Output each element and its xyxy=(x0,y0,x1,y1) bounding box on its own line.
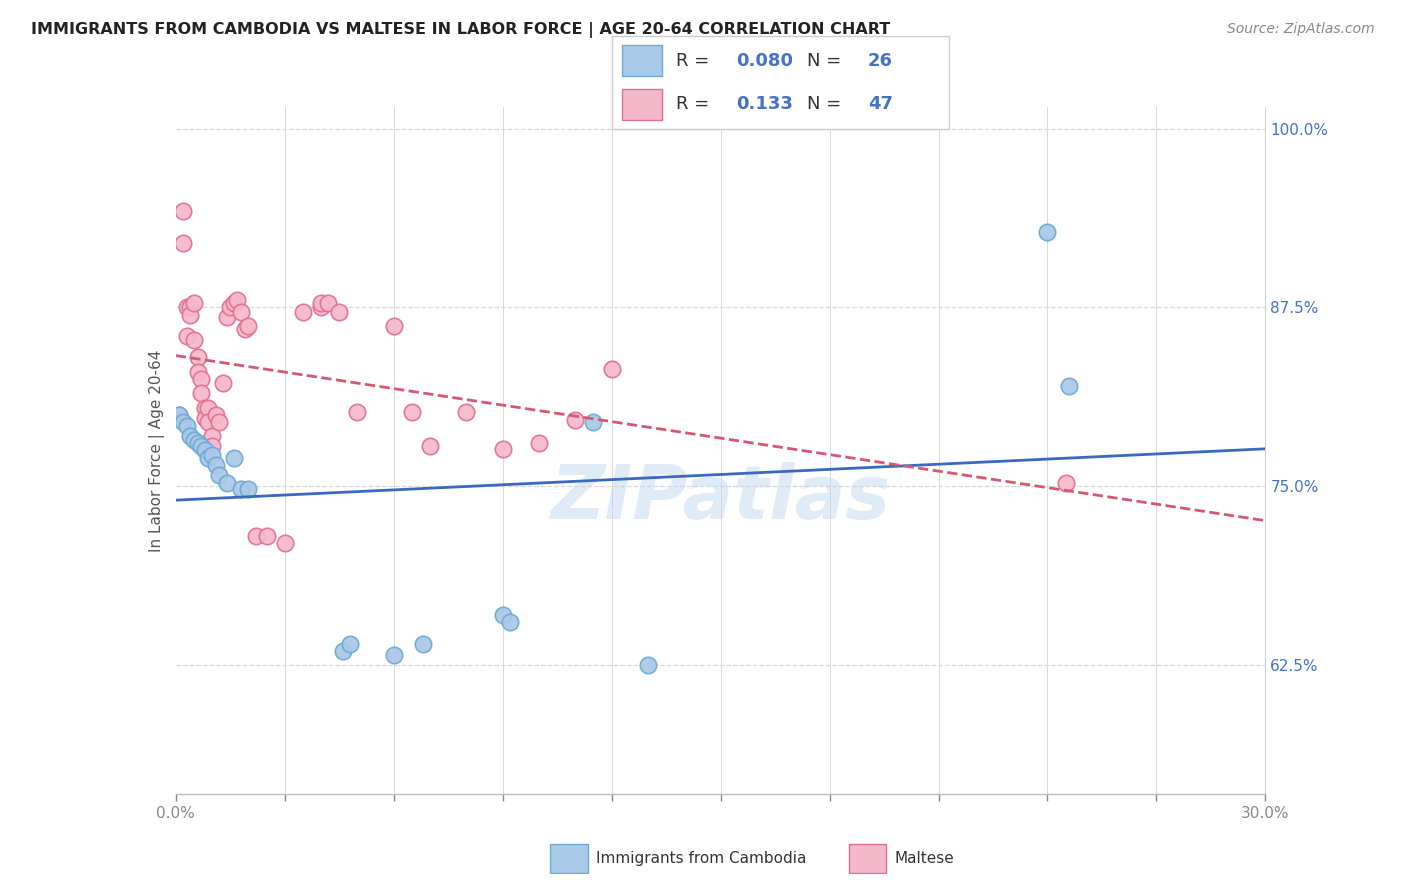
Point xyxy=(204,458,226,472)
Point xyxy=(309,296,332,310)
Point xyxy=(179,301,201,315)
Text: IMMIGRANTS FROM CAMBODIA VS MALTESE IN LABOR FORCE | AGE 20-64 CORRELATION CHART: IMMIGRANTS FROM CAMBODIA VS MALTESE IN L… xyxy=(31,22,890,38)
Point xyxy=(339,637,361,651)
Point xyxy=(238,318,260,333)
Point xyxy=(208,415,231,429)
Point xyxy=(190,386,212,401)
Text: N =: N = xyxy=(807,95,848,113)
Text: 0.133: 0.133 xyxy=(737,95,793,113)
Point xyxy=(382,318,405,333)
Point xyxy=(274,536,297,550)
Y-axis label: In Labor Force | Age 20-64: In Labor Force | Age 20-64 xyxy=(149,350,165,551)
Point xyxy=(233,322,256,336)
FancyBboxPatch shape xyxy=(612,36,949,129)
Point xyxy=(238,482,260,496)
Point xyxy=(179,429,201,443)
Point xyxy=(332,644,354,658)
Point xyxy=(600,362,623,376)
Point xyxy=(215,476,238,491)
Point xyxy=(186,351,209,365)
Text: Source: ZipAtlas.com: Source: ZipAtlas.com xyxy=(1227,22,1375,37)
Point xyxy=(204,408,226,422)
Point xyxy=(1036,225,1059,239)
Point xyxy=(169,408,191,422)
Text: N =: N = xyxy=(807,52,848,70)
Point xyxy=(190,439,212,453)
Point xyxy=(186,436,209,450)
Point xyxy=(183,333,205,347)
Point xyxy=(456,405,478,419)
Text: 0.080: 0.080 xyxy=(737,52,793,70)
Point xyxy=(564,413,586,427)
Point xyxy=(176,419,198,434)
Text: 26: 26 xyxy=(868,52,893,70)
Point xyxy=(194,443,217,458)
Point xyxy=(172,235,194,250)
Point xyxy=(186,365,209,379)
Point xyxy=(176,329,198,343)
Point xyxy=(194,401,217,415)
Point xyxy=(419,439,441,453)
Point xyxy=(212,376,235,391)
Point xyxy=(197,401,219,415)
Point xyxy=(208,467,231,482)
Point xyxy=(201,439,224,453)
FancyBboxPatch shape xyxy=(551,844,589,872)
FancyBboxPatch shape xyxy=(621,45,662,76)
Point xyxy=(256,529,278,543)
Point xyxy=(309,301,332,315)
Point xyxy=(197,415,219,429)
Point xyxy=(527,436,550,450)
Point xyxy=(222,296,245,310)
Point xyxy=(231,304,253,318)
Text: R =: R = xyxy=(676,52,714,70)
Point xyxy=(172,415,194,429)
Point xyxy=(499,615,522,629)
Point xyxy=(215,310,238,325)
Point xyxy=(197,450,219,465)
Text: Maltese: Maltese xyxy=(894,851,953,865)
FancyBboxPatch shape xyxy=(621,89,662,120)
Point xyxy=(291,304,314,318)
Text: Immigrants from Cambodia: Immigrants from Cambodia xyxy=(596,851,807,865)
Point xyxy=(492,442,515,456)
Point xyxy=(179,308,201,322)
Point xyxy=(492,607,515,622)
Point xyxy=(169,408,191,422)
Point xyxy=(401,405,423,419)
FancyBboxPatch shape xyxy=(849,844,886,872)
Point xyxy=(190,372,212,386)
Point xyxy=(172,204,194,219)
Text: 47: 47 xyxy=(868,95,893,113)
Point xyxy=(222,450,245,465)
Point xyxy=(637,658,659,673)
Point xyxy=(201,448,224,462)
Text: R =: R = xyxy=(676,95,720,113)
Point xyxy=(183,434,205,448)
Point xyxy=(412,637,434,651)
Point xyxy=(226,293,249,308)
Point xyxy=(328,304,350,318)
Text: ZIPatlas: ZIPatlas xyxy=(551,462,890,535)
Point xyxy=(201,429,224,443)
Point xyxy=(382,648,405,662)
Point xyxy=(176,301,198,315)
Point xyxy=(318,296,340,310)
Point xyxy=(219,301,242,315)
Point xyxy=(231,482,253,496)
Point xyxy=(194,410,217,425)
Point xyxy=(183,296,205,310)
Point xyxy=(245,529,267,543)
Point xyxy=(346,405,368,419)
Point xyxy=(1057,379,1080,393)
Point xyxy=(582,415,605,429)
Point xyxy=(1054,476,1077,491)
